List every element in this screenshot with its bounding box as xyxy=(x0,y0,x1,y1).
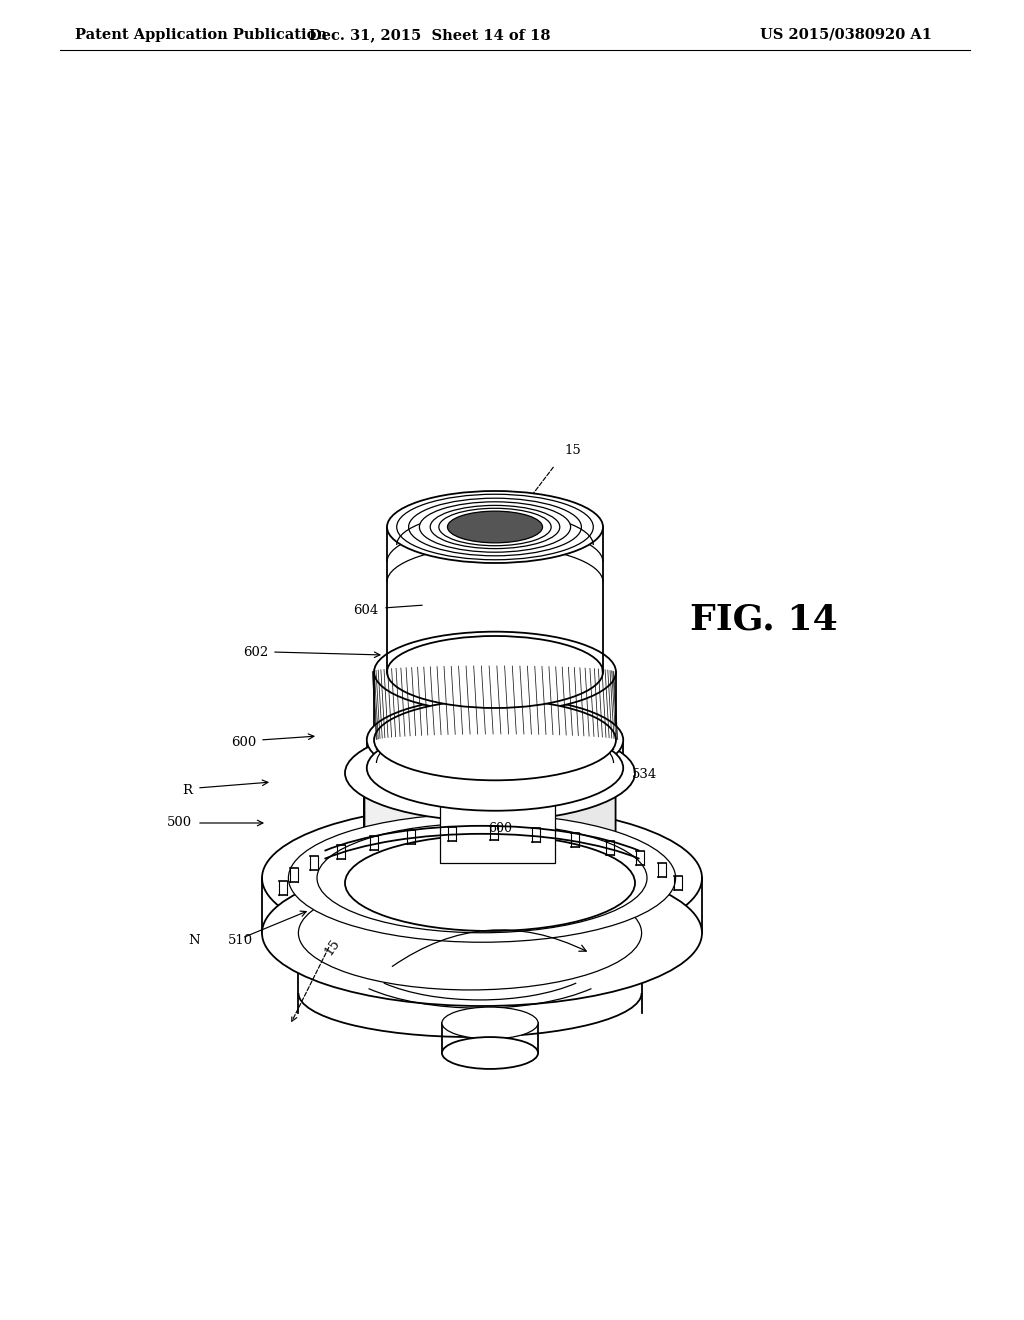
Polygon shape xyxy=(490,725,615,859)
Ellipse shape xyxy=(387,491,603,564)
Ellipse shape xyxy=(289,813,676,942)
Text: FIG. 14: FIG. 14 xyxy=(690,603,838,638)
Ellipse shape xyxy=(442,1007,538,1039)
Ellipse shape xyxy=(298,876,642,990)
Ellipse shape xyxy=(447,511,543,543)
Ellipse shape xyxy=(442,1038,538,1069)
Text: 500: 500 xyxy=(167,817,193,829)
Ellipse shape xyxy=(374,700,616,780)
Text: 600: 600 xyxy=(488,821,512,834)
Ellipse shape xyxy=(262,861,702,1006)
Ellipse shape xyxy=(345,836,635,931)
Polygon shape xyxy=(440,793,555,863)
Ellipse shape xyxy=(262,805,702,950)
Ellipse shape xyxy=(420,502,570,552)
Ellipse shape xyxy=(345,725,635,821)
Text: R: R xyxy=(182,784,193,796)
Ellipse shape xyxy=(367,697,624,783)
Ellipse shape xyxy=(367,725,624,810)
Text: N: N xyxy=(188,933,200,946)
Text: 510: 510 xyxy=(228,933,253,946)
Text: Dec. 31, 2015  Sheet 14 of 18: Dec. 31, 2015 Sheet 14 of 18 xyxy=(309,28,551,42)
Text: 600: 600 xyxy=(230,735,256,748)
Text: US 2015/0380920 A1: US 2015/0380920 A1 xyxy=(760,28,932,42)
Text: 604: 604 xyxy=(352,603,378,616)
Polygon shape xyxy=(365,725,490,859)
Text: Patent Application Publication: Patent Application Publication xyxy=(75,28,327,42)
Text: 15: 15 xyxy=(322,936,342,957)
FancyArrowPatch shape xyxy=(392,929,587,966)
Text: 534: 534 xyxy=(632,768,657,781)
Ellipse shape xyxy=(317,824,647,933)
Text: 602: 602 xyxy=(243,645,268,659)
Ellipse shape xyxy=(374,632,616,713)
Ellipse shape xyxy=(430,506,560,549)
Text: 15: 15 xyxy=(564,444,582,457)
Ellipse shape xyxy=(439,508,551,545)
Ellipse shape xyxy=(409,498,582,556)
Ellipse shape xyxy=(387,636,603,708)
Ellipse shape xyxy=(396,494,593,560)
